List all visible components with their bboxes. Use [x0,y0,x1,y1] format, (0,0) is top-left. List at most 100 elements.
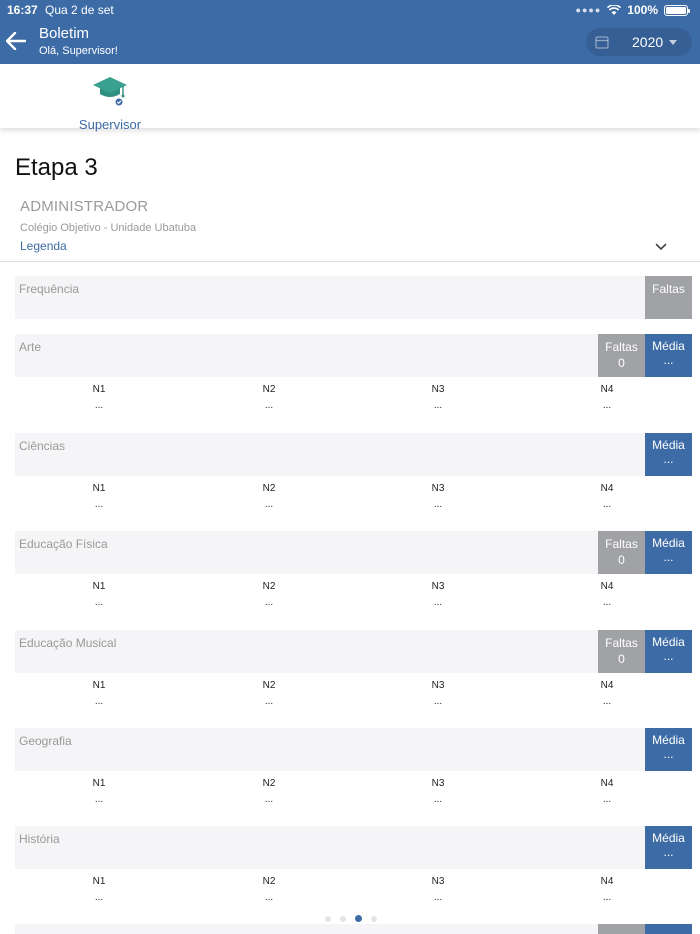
subject-name: História [19,832,60,846]
grade-header-n2: N2 [262,778,276,789]
media-button[interactable]: Média ... [645,334,692,377]
grade-header-n3: N3 [431,384,445,395]
grade-header-n3: N3 [431,680,445,691]
media-value: ... [663,649,674,663]
grade-header-n1: N1 [92,778,106,789]
year-select[interactable]: 2020 [586,28,692,56]
media-label: Média [652,831,685,845]
media-label: Média [652,339,685,353]
grade-value: ... [602,794,612,805]
grade-value: ... [264,892,274,903]
subject-name: Educação Musical [19,636,117,650]
grade-value: ... [264,499,274,510]
year-value: 2020 [632,34,664,50]
subject-row-partial [15,924,692,934]
back-button[interactable] [4,29,28,53]
grade-header-n2: N2 [262,876,276,887]
media-value: ... [663,452,674,466]
page-dot[interactable] [325,916,331,922]
school-name: Colégio Objetivo - Unidade Ubatuba [20,222,197,234]
media-value: ... [663,353,674,367]
grade-header-n1: N1 [92,680,106,691]
battery-icon [664,4,690,16]
media-label: Média [652,536,685,550]
grade-header-n3: N3 [431,876,445,887]
subject-row: Arte Faltas 0 Média ... [15,334,692,377]
faltas-label: Faltas [605,636,638,650]
grade-value: ... [264,400,274,411]
top-bar: 16:37 Qua 2 de set ●●●● 100% Boletim Olá… [0,0,700,64]
grade-value: ... [433,400,443,411]
grade-value: ... [94,400,104,411]
faltas-value: 0 [618,652,625,666]
grade-header-n4: N4 [600,483,614,494]
media-button[interactable]: Média ... [645,826,692,869]
grade-header-n2: N2 [262,384,276,395]
faltas-value: 0 [618,356,625,370]
grade-header-n1: N1 [92,581,106,592]
chevron-down-icon[interactable] [655,243,667,251]
media-button[interactable]: Média ... [645,433,692,476]
grade-header-n4: N4 [600,876,614,887]
media-button[interactable]: Média ... [645,728,692,771]
grade-header-n1: N1 [92,483,106,494]
page-dot[interactable] [340,916,346,922]
grade-header-n4: N4 [600,581,614,592]
faltas-box: Faltas 0 [598,630,645,673]
media-button[interactable]: Média ... [645,630,692,673]
page-indicator[interactable] [325,915,377,922]
faltas-label: Faltas [652,282,685,296]
grade-value: ... [94,794,104,805]
grade-value: ... [602,499,612,510]
media-button[interactable] [645,924,692,934]
faltas-box [598,924,645,934]
page-dot[interactable] [371,916,377,922]
grade-value: ... [94,499,104,510]
divider [0,261,700,262]
profile-tab-supervisor[interactable]: Supervisor [76,72,144,132]
subject-name: Educação Física [19,537,108,551]
status-time: 16:37 [7,3,38,17]
grade-value: ... [433,892,443,903]
grade-value: ... [602,400,612,411]
grade-value: ... [433,499,443,510]
subject-row: Ciências Média ... [15,433,692,476]
grade-value: ... [264,696,274,707]
media-button[interactable]: Média ... [645,531,692,574]
subject-name: Geografia [19,734,72,748]
student-name: ADMINISTRADOR [20,198,149,215]
grade-value: ... [433,794,443,805]
page-title: Boletim [39,25,90,42]
profile-label: Supervisor [78,117,142,132]
grade-value: ... [602,597,612,608]
chevron-down-icon [669,40,677,45]
media-value: ... [663,845,674,859]
stage-title: Etapa 3 [15,154,98,181]
wifi-icon [607,5,622,15]
grade-header-n4: N4 [600,778,614,789]
grade-header-n2: N2 [262,680,276,691]
grade-value: ... [264,794,274,805]
profile-bar: Supervisor [0,64,700,132]
grade-header-n1: N1 [92,876,106,887]
grade-header-n2: N2 [262,581,276,592]
grade-header-n3: N3 [431,778,445,789]
subject-row: Geografia Média ... [15,728,692,771]
subject-row: História Média ... [15,826,692,869]
grade-header-n2: N2 [262,483,276,494]
grade-value: ... [433,597,443,608]
faltas-label: Faltas [605,537,638,551]
faltas-box: Faltas 0 [598,334,645,377]
faltas-value: 0 [618,553,625,567]
frequency-faltas-header: Faltas [645,276,692,319]
media-value: ... [663,747,674,761]
arrow-left-icon [6,32,26,50]
subject-name: Arte [19,340,42,354]
grade-value: ... [602,892,612,903]
media-label: Média [652,733,685,747]
grade-header-n3: N3 [431,483,445,494]
page-dot-active[interactable] [355,915,362,922]
legend-link[interactable]: Legenda [20,239,67,253]
grade-value: ... [433,696,443,707]
grade-header-n1: N1 [92,384,106,395]
